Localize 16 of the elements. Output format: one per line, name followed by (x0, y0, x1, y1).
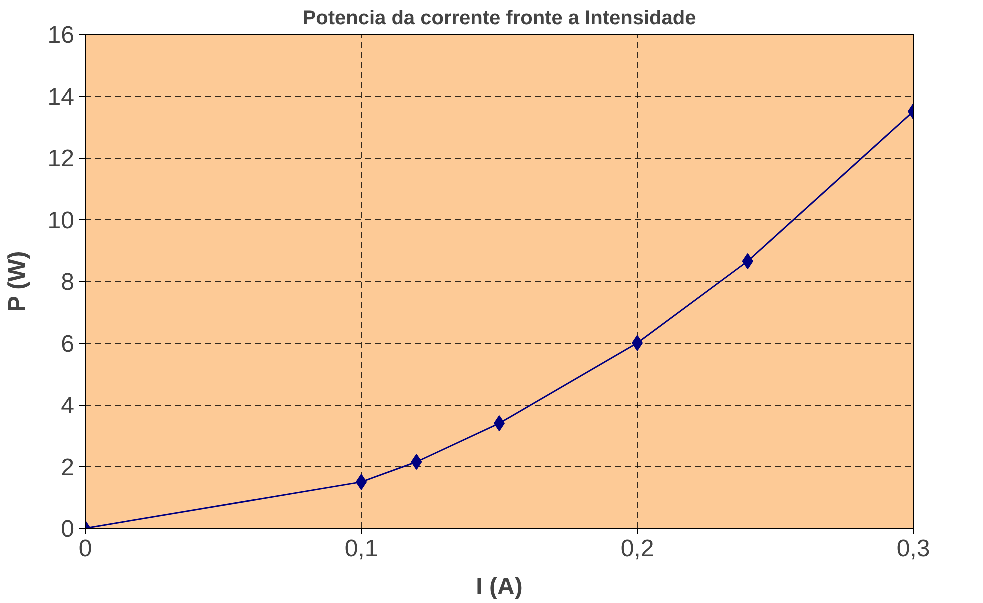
x-tick-label: 0,1 (344, 536, 378, 562)
y-tick-label: 8 (61, 269, 75, 296)
x-axis-title: I (A) (476, 574, 523, 600)
x-tick-label: 0,3 (896, 536, 930, 562)
x-tick-label: 0,2 (620, 536, 654, 562)
y-tick-label: 12 (48, 146, 75, 172)
y-axis-title: P (W) (4, 251, 31, 312)
y-tick-label: 6 (61, 330, 75, 358)
y-tick-label: 4 (61, 392, 75, 420)
y-tick-label: 0 (61, 516, 75, 543)
y-tick-label: 16 (48, 22, 75, 49)
x-tick-label: 0 (78, 536, 92, 562)
y-tick-label: 2 (61, 454, 75, 482)
y-tick-label: 10 (48, 207, 75, 234)
y-tick-label: 14 (48, 84, 75, 111)
chart-title: Potencia da corrente fronte a Intensidade (302, 8, 696, 30)
